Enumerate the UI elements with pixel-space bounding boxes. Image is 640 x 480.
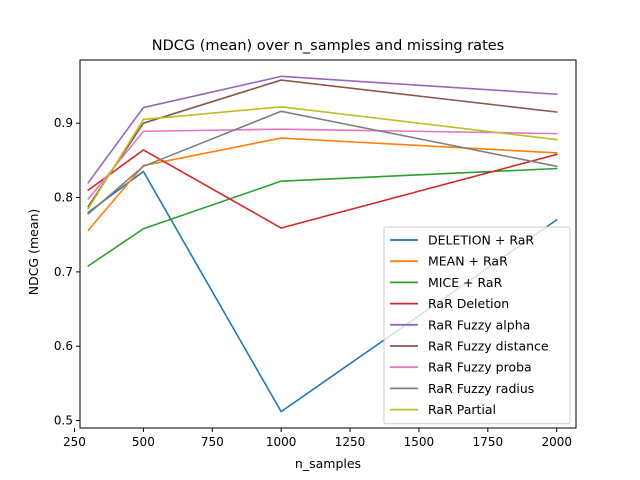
series-line-4 xyxy=(87,75,558,184)
x-tick-label: 2000 xyxy=(541,435,572,449)
x-tick-label: 1000 xyxy=(266,435,297,449)
series-line-1 xyxy=(87,137,558,232)
y-tick-label: 0.9 xyxy=(54,116,73,130)
plot-frame xyxy=(79,59,577,429)
x-tick-label: 1500 xyxy=(404,435,435,449)
x-axis-label: n_samples xyxy=(295,456,361,471)
legend-label-0: DELETION + RaR xyxy=(428,233,534,248)
series-line-3 xyxy=(87,149,558,229)
series-line-2 xyxy=(87,167,558,268)
series-line-5 xyxy=(87,79,558,208)
legend-label-2: MICE + RaR xyxy=(428,275,503,290)
x-tick-label: 500 xyxy=(132,435,155,449)
legend-label-7: RaR Fuzzy radius xyxy=(428,381,534,396)
legend-label-6: RaR Fuzzy proba xyxy=(428,360,532,375)
legend-box xyxy=(383,226,571,425)
y-axis-label: NDCG (mean) xyxy=(26,209,41,296)
legend-label-1: MEAN + RaR xyxy=(428,254,508,269)
x-tick-label: 1750 xyxy=(473,435,504,449)
y-tick-label: 0.7 xyxy=(54,265,73,279)
legend-label-4: RaR Fuzzy alpha xyxy=(428,317,530,332)
series-line-8 xyxy=(87,106,558,210)
series-line-7 xyxy=(87,110,558,216)
y-tick-label: 0.6 xyxy=(54,339,73,353)
chart-title: NDCG (mean) over n_samples and missing r… xyxy=(152,38,504,54)
legend-label-8: RaR Partial xyxy=(428,402,496,417)
legend-label-5: RaR Fuzzy distance xyxy=(428,339,549,354)
x-tick-label: 250 xyxy=(63,435,86,449)
series-layer xyxy=(87,75,558,413)
y-tick-label: 0.5 xyxy=(54,414,73,428)
legend-label-3: RaR Deletion xyxy=(428,296,509,311)
axes-layer: 250 500 750 1000 1250 1500 1750 2000 0.5 0.6 0.7 0.… xyxy=(54,59,577,449)
x-tick-label: 750 xyxy=(201,435,224,449)
x-tick-label: 1250 xyxy=(335,435,366,449)
y-tick-label: 0.8 xyxy=(54,191,73,205)
legend: DELETION + RaR MEAN + RaR MICE + RaR RaR De… xyxy=(383,226,571,425)
